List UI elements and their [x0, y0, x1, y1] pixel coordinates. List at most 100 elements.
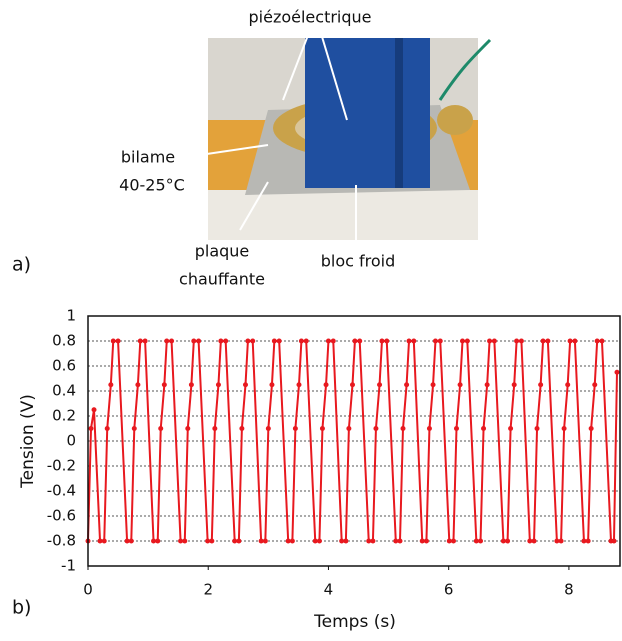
data-point	[88, 426, 94, 431]
data-point	[312, 538, 318, 544]
data-point	[97, 538, 103, 544]
data-point	[453, 426, 459, 431]
panel-label: a)	[12, 254, 31, 276]
data-point	[289, 538, 295, 544]
data-point	[262, 538, 268, 544]
data-point	[558, 538, 564, 544]
data-point	[592, 382, 598, 388]
data-point	[319, 426, 325, 431]
y-tick-label: 0.8	[52, 332, 76, 350]
y-tick-label: -0.4	[47, 482, 76, 500]
data-point	[531, 538, 537, 544]
data-point	[572, 338, 578, 344]
y-tick-label: -1	[61, 557, 76, 575]
y-tick-label: 0.6	[52, 357, 76, 375]
data-point	[478, 538, 484, 544]
data-point	[323, 382, 329, 388]
panel-label: b)	[12, 597, 31, 619]
x-tick-label: 6	[444, 581, 454, 599]
data-point	[292, 426, 298, 431]
data-point	[151, 538, 157, 544]
y-axis-title: Tension (V)	[18, 394, 38, 489]
y-tick-label: 0	[66, 432, 76, 450]
data-point	[191, 338, 197, 344]
data-point	[437, 338, 443, 344]
data-point	[430, 382, 436, 388]
data-point	[567, 338, 573, 344]
data-point	[357, 338, 363, 344]
data-point	[406, 338, 412, 344]
data-point	[581, 538, 587, 544]
data-point	[343, 538, 349, 544]
data-point	[142, 338, 148, 344]
data-point	[285, 538, 291, 544]
y-tick-label: -0.6	[47, 507, 76, 525]
data-point	[330, 338, 336, 344]
x-tick-label: 4	[324, 581, 334, 599]
data-point	[554, 538, 560, 544]
data-point	[316, 538, 322, 544]
data-point	[205, 538, 211, 544]
data-point	[373, 426, 379, 431]
data-point	[404, 382, 410, 388]
data-point	[232, 538, 238, 544]
annotation: 40-25°C	[119, 176, 185, 195]
data-point	[538, 382, 544, 388]
data-point	[545, 338, 551, 344]
annotation: plaque	[195, 242, 250, 261]
x-tick-label: 0	[83, 581, 93, 599]
data-point	[432, 338, 438, 344]
data-point	[303, 338, 309, 344]
data-point	[339, 538, 345, 544]
data-point	[236, 538, 242, 544]
data-point	[511, 382, 517, 388]
data-point	[188, 382, 194, 388]
data-point	[500, 538, 506, 544]
data-point	[242, 382, 248, 388]
data-point	[346, 426, 352, 431]
data-point	[370, 538, 376, 544]
data-point	[614, 369, 620, 375]
y-tick-label: 1	[66, 307, 76, 325]
data-point	[423, 538, 429, 544]
data-point	[245, 338, 251, 344]
plot: -1 -0.8 -0.6 -0.4 -0.2 0 0.2 0.4 0.6 0.8 1 0 2 4 6 8	[47, 307, 620, 599]
data-point	[393, 538, 399, 544]
data-point	[411, 338, 417, 344]
data-point	[185, 426, 191, 431]
data-point	[164, 338, 170, 344]
data-point	[514, 338, 520, 344]
data-point	[135, 382, 141, 388]
data-point	[265, 426, 271, 431]
data-point	[239, 426, 245, 431]
data-point	[565, 382, 571, 388]
data-point	[446, 538, 452, 544]
data-point	[250, 338, 256, 344]
data-point	[182, 538, 188, 544]
data-point	[450, 538, 456, 544]
x-tick-label: 2	[203, 581, 213, 599]
data-point	[115, 338, 121, 344]
data-point	[325, 338, 331, 344]
data-point	[457, 382, 463, 388]
photo	[208, 38, 492, 240]
y-tick-label: 0.4	[52, 382, 76, 400]
data-point	[508, 426, 514, 431]
y-tick-label: -0.8	[47, 532, 76, 550]
data-point	[481, 426, 487, 431]
data-point	[349, 382, 355, 388]
annotation: bilame	[121, 148, 175, 167]
data-point	[196, 338, 202, 344]
data-point	[104, 426, 110, 431]
data-point	[124, 538, 130, 544]
data-point	[540, 338, 546, 344]
data-point	[298, 338, 304, 344]
data-point	[585, 538, 591, 544]
data-point	[366, 538, 372, 544]
data-point	[215, 382, 221, 388]
data-point	[484, 382, 490, 388]
data-point	[269, 382, 275, 388]
x-axis-title: Temps (s)	[313, 612, 396, 632]
data-point	[419, 538, 425, 544]
data-point	[397, 538, 403, 544]
